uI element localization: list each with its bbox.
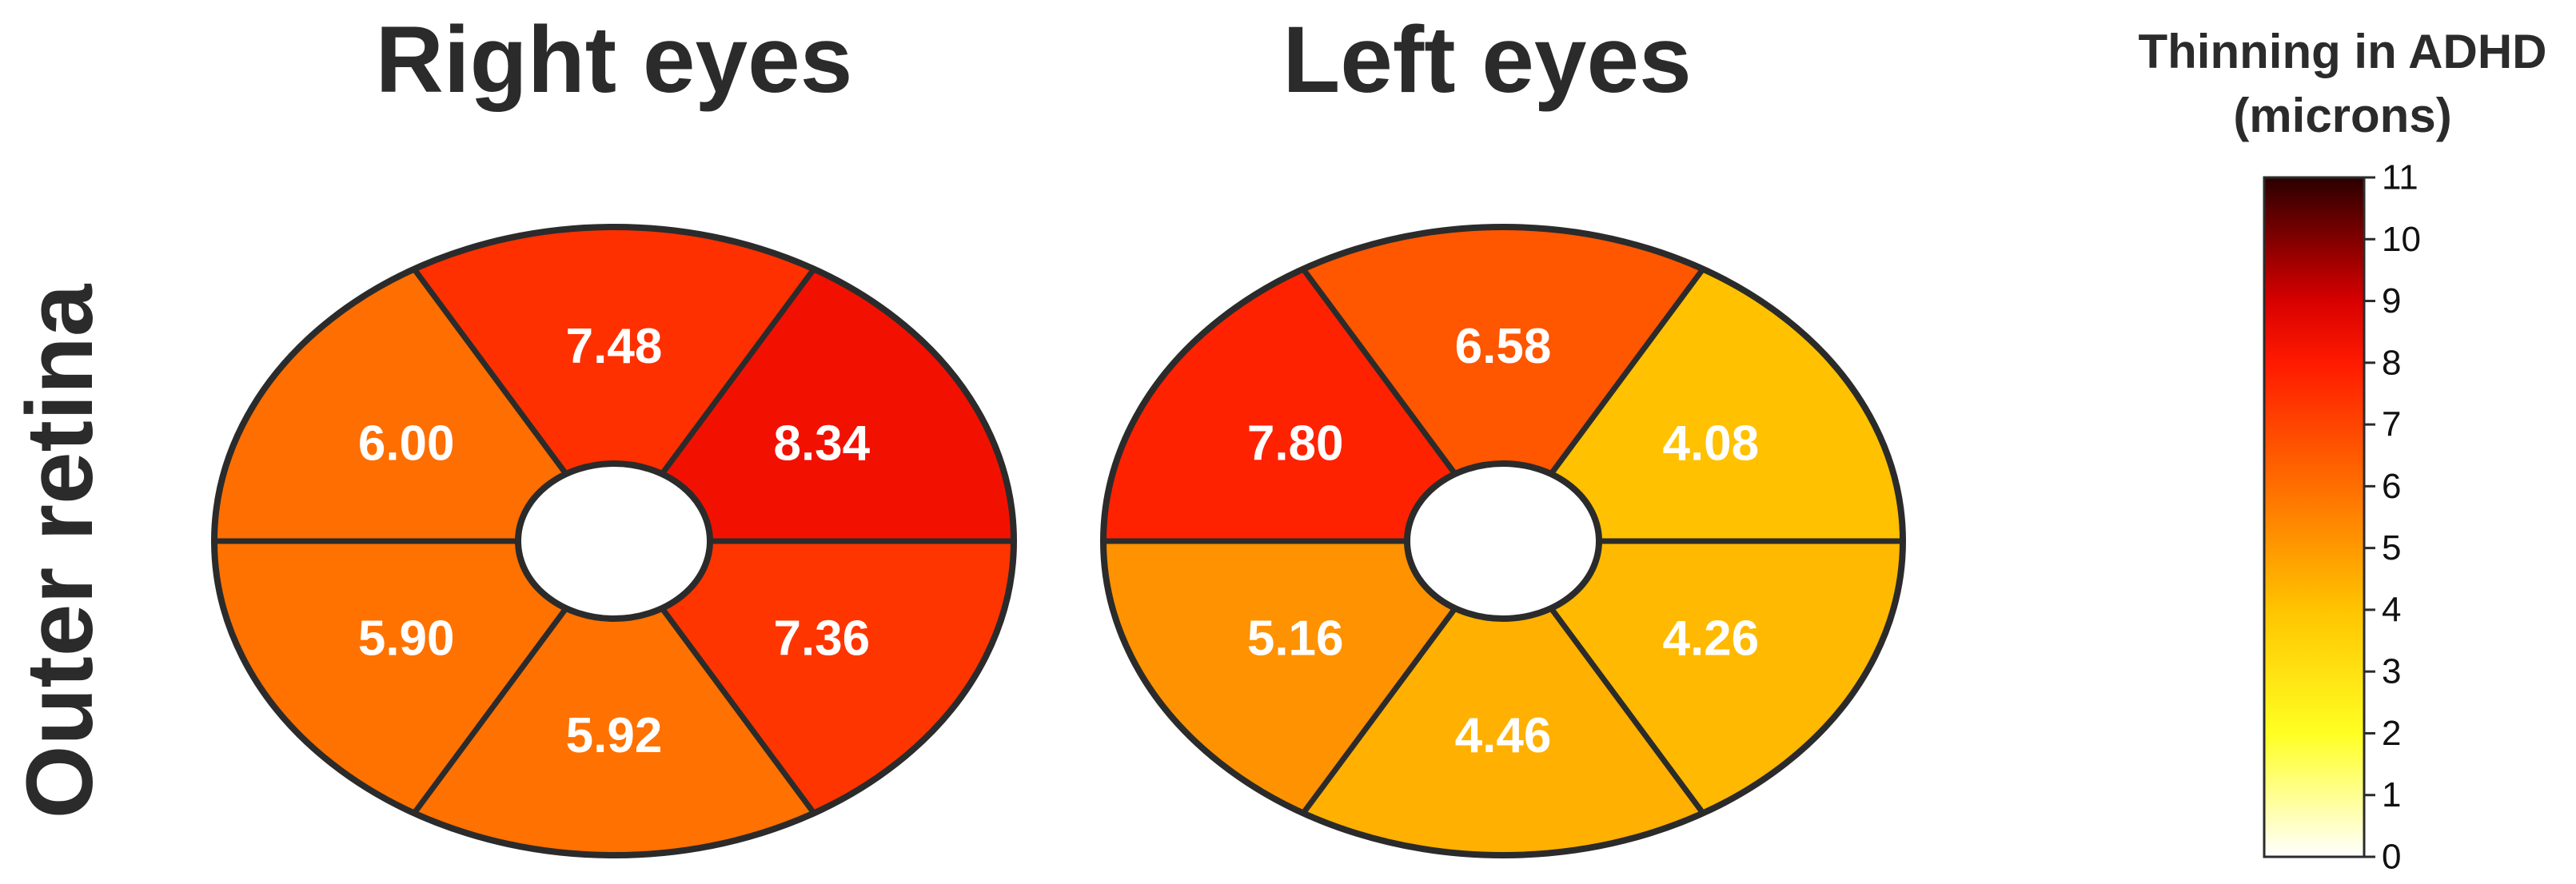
colorbar-tick-label: 9: [2382, 281, 2401, 321]
colorbar-title-line2: (microns): [2233, 89, 2451, 142]
colorbar-tick-label: 6: [2382, 467, 2401, 506]
sector-value-label: 4.08: [1662, 416, 1759, 472]
row-label: Outer retina: [7, 283, 113, 818]
colorbar-tick-label: 0: [2382, 838, 2401, 877]
map-outline: [211, 224, 1017, 858]
colorbar-title-line1: Thinning in ADHD: [2139, 25, 2547, 78]
colorbar-tick-label: 8: [2382, 343, 2401, 382]
sector-value-label: 4.46: [1455, 708, 1552, 763]
left-eyes-map: 6.58 4.08 4.26 4.46 5.16 7.80: [1100, 224, 1906, 858]
sector-value-label: 7.80: [1247, 416, 1344, 472]
colorbar-tick-label: 3: [2382, 652, 2401, 691]
colorbar-tick-label: 11: [2382, 158, 2418, 197]
panel-title-left-eyes: Left eyes: [1282, 7, 1692, 113]
sector-value-label: 5.92: [566, 708, 663, 763]
colorbar-tick-label: 7: [2382, 405, 2401, 444]
colorbar-gradient: [2263, 176, 2366, 858]
sector-value-label: 7.36: [773, 611, 870, 666]
center-hole: [515, 460, 713, 622]
sector-value-label: 4.26: [1662, 611, 1759, 666]
colorbar-tick-label: 10: [2382, 220, 2421, 259]
sector-value-label: 5.90: [358, 611, 455, 666]
panel-title-right-eyes: Right eyes: [376, 7, 853, 113]
colorbar-tick-label: 2: [2382, 714, 2401, 753]
colorbar-tick-label: 1: [2382, 775, 2401, 814]
map-outline: [1100, 224, 1906, 858]
colorbar: Thinning in ADHD (microns) 0 1 2 3 4 5 6 7 8 9 10 1…: [2139, 25, 2547, 877]
center-hole: [1404, 460, 1602, 622]
right-eyes-map: 7.48 8.34 7.36 5.92 5.90 6.00: [211, 224, 1017, 858]
colorbar-tick-label: 4: [2382, 590, 2401, 629]
colorbar-tick-label: 5: [2382, 528, 2401, 567]
sector-value-label: 7.48: [566, 319, 663, 374]
sector-value-label: 6.00: [358, 416, 455, 472]
sector-value-label: 5.16: [1247, 611, 1344, 666]
colorbar-ticks: 0 1 2 3 4 5 6 7 8 9 10 11: [2364, 158, 2421, 877]
sector-value-label: 6.58: [1455, 319, 1552, 374]
sector-value-label: 8.34: [773, 416, 870, 472]
